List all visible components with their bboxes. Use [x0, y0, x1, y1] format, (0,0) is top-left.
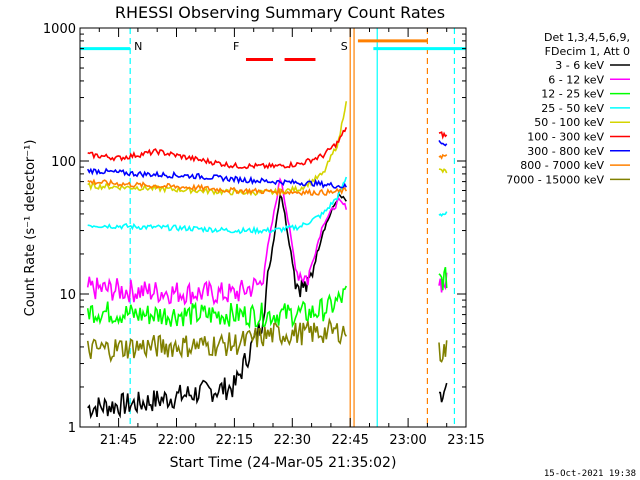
legend-header-line: FDecim 1, Att 0	[545, 45, 630, 58]
series-line-7-seg1	[438, 153, 448, 160]
series-line-5-seg1	[438, 131, 448, 140]
y-tick-label: 1000	[43, 22, 76, 37]
series-line-6-seg0	[86, 167, 348, 189]
series-line-8-seg0	[86, 317, 347, 364]
legend-entry-label: 7000 - 15000 keV	[506, 173, 604, 186]
legend-entry-label: 25 - 50 keV	[541, 102, 604, 115]
flag-label-f: F	[233, 40, 239, 53]
legend-entry-label: 50 - 100 keV	[534, 116, 604, 129]
legend: Det 1,3,4,5,6,9,FDecim 1, Att 03 - 6 keV…	[506, 31, 630, 186]
chart-title: RHESSI Observing Summary Count Rates	[115, 3, 445, 22]
y-tick-label: 1	[68, 421, 76, 436]
flag-label-s: S	[341, 40, 348, 53]
axes: 1 10 100 1000 21:45 22:00 22:15 22:30 22:45 23:00…	[43, 22, 485, 448]
y-tick-label: 10	[59, 288, 76, 303]
footer-date: 15-Oct-2021 19:38	[544, 469, 636, 479]
legend-entry-label: 3 - 6 keV	[555, 59, 604, 72]
x-tick-label: 23:00	[389, 433, 426, 448]
series-line-2-seg1	[438, 267, 448, 291]
x-axis-label: Start Time (24-Mar-05 21:35:02)	[170, 455, 397, 471]
series-line-7-seg0	[87, 178, 348, 197]
y-axis-label: Count Rate (s⁻¹ detector⁻¹)	[23, 140, 38, 317]
legend-entry-label: 300 - 800 keV	[527, 145, 604, 158]
x-tick-label: 21:45	[100, 433, 137, 448]
x-tick-label: 22:30	[274, 433, 311, 448]
series-line-5-seg0	[87, 127, 348, 170]
x-tick-label: 22:15	[216, 433, 253, 448]
series-line-0-seg0	[87, 191, 347, 420]
legend-entry-label: 12 - 25 keV	[541, 88, 604, 101]
legend-entry-label: 800 - 7000 keV	[520, 159, 604, 172]
legend-entry-label: 6 - 12 keV	[548, 73, 604, 86]
y-tick-label: 100	[51, 155, 76, 170]
legend-entry-label: 100 - 300 keV	[527, 131, 604, 144]
legend-header-line: Det 1,3,4,5,6,9,	[544, 31, 630, 44]
series-line-4-seg1	[438, 168, 448, 174]
series-line-6-seg1	[438, 139, 448, 147]
series-line-3-seg0	[87, 176, 348, 236]
x-tick-label: 22:00	[158, 433, 195, 448]
series-line-2-seg0	[86, 285, 348, 329]
series-line-0-seg1	[438, 382, 448, 403]
x-tick-label: 22:45	[331, 433, 368, 448]
series-line-3-seg1	[438, 211, 448, 217]
x-tick-label: 23:15	[447, 433, 484, 448]
series-line-1-seg0	[86, 177, 348, 306]
series-line-8-seg1	[438, 340, 448, 363]
series-line-4-seg0	[87, 101, 348, 197]
flag-label-n: N	[134, 40, 142, 53]
